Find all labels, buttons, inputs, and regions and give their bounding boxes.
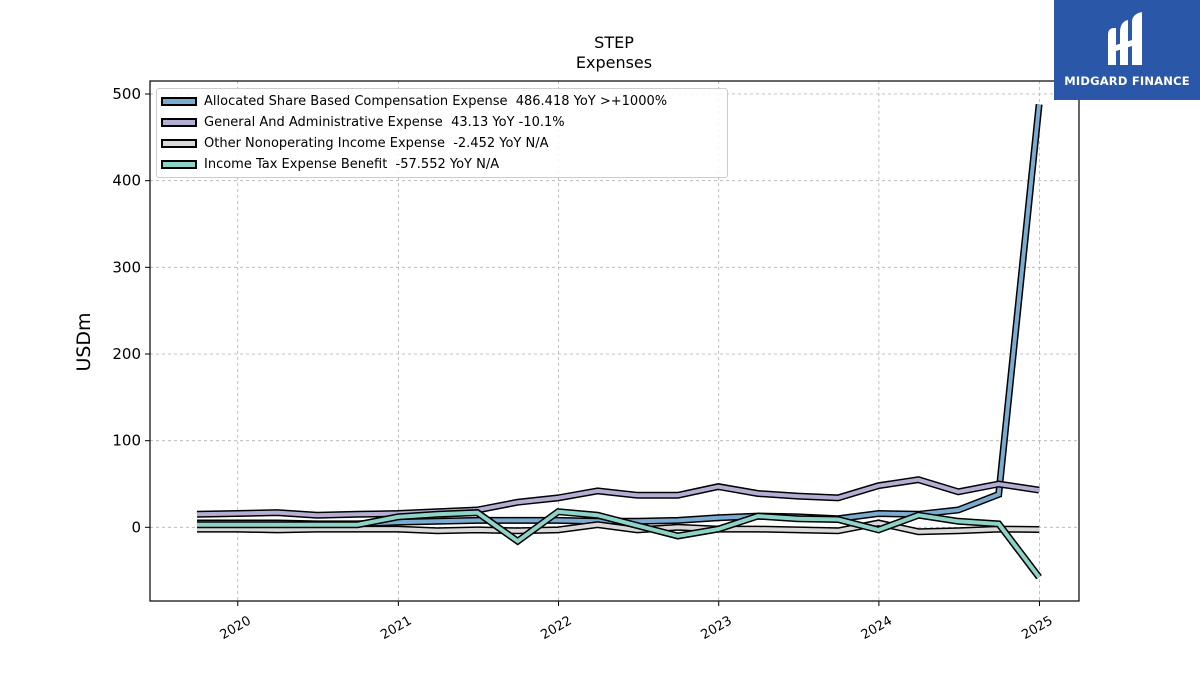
y-axis-label: USDm bbox=[73, 312, 95, 372]
legend-label: Allocated Share Based Compensation Expen… bbox=[204, 93, 668, 109]
plot-frame bbox=[149, 80, 1080, 602]
brand-logo: MIDGARD FINANCE bbox=[1054, 0, 1200, 100]
x-axis: 2020 2021 2022 2023 2024 2025 bbox=[218, 601, 1056, 643]
series-line-outline bbox=[196, 476, 1040, 519]
x-tick-label: 2020 bbox=[218, 613, 254, 643]
legend-swatch bbox=[161, 117, 197, 127]
legend-label: General And Administrative Expense 43.13… bbox=[204, 114, 565, 130]
legend-label: Income Tax Expense Benefit -57.552 YoY N… bbox=[204, 156, 500, 172]
x-tick-label: 2024 bbox=[859, 613, 895, 643]
legend: Allocated Share Based Compensation Expen… bbox=[156, 88, 728, 178]
legend-swatch bbox=[161, 96, 197, 106]
series-2 bbox=[197, 519, 1040, 536]
legend-item: Other Nonoperating Income Expense -2.452… bbox=[157, 133, 549, 153]
x-tick-label: 2023 bbox=[699, 613, 735, 643]
legend-item: Income Tax Expense Benefit -57.552 YoY N… bbox=[157, 154, 499, 174]
chart-title: STEP bbox=[594, 33, 634, 52]
series-layer bbox=[196, 104, 1043, 580]
series-line bbox=[197, 509, 1041, 579]
brand-name: MIDGARD FINANCE bbox=[1064, 74, 1190, 88]
series-line bbox=[197, 520, 1040, 534]
midgard-logo-icon bbox=[1108, 12, 1142, 65]
series-1 bbox=[196, 476, 1040, 519]
x-tick-label: 2025 bbox=[1019, 613, 1055, 643]
legend-swatch bbox=[161, 159, 197, 169]
series-3 bbox=[197, 508, 1042, 580]
y-tick-label: 300 bbox=[112, 258, 141, 276]
legend-item: General And Administrative Expense 43.13… bbox=[157, 112, 565, 132]
y-tick-label: 100 bbox=[112, 432, 141, 450]
legend-label: Other Nonoperating Income Expense -2.452… bbox=[204, 135, 549, 151]
legend-swatch bbox=[161, 138, 197, 148]
y-tick-label: 0 bbox=[131, 518, 141, 536]
x-tick-label: 2022 bbox=[538, 613, 574, 643]
chart-subtitle: Expenses bbox=[575, 53, 653, 72]
series-line bbox=[196, 477, 1040, 518]
x-tick-label: 2021 bbox=[378, 613, 414, 643]
y-axis: 0 100 200 300 400 500 bbox=[112, 85, 150, 536]
y-tick-label: 400 bbox=[112, 172, 141, 190]
y-tick-label: 500 bbox=[112, 85, 141, 103]
y-tick-label: 200 bbox=[112, 345, 141, 363]
legend-item: Allocated Share Based Compensation Expen… bbox=[157, 91, 667, 111]
